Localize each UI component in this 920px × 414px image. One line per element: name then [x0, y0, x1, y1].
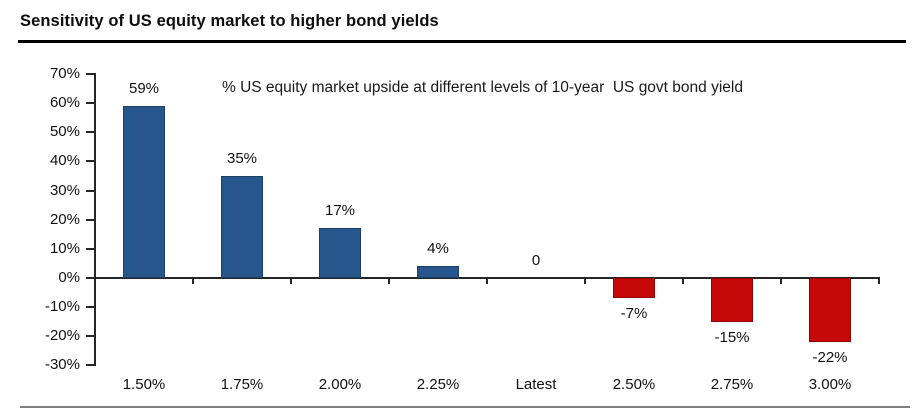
x-axis-tick — [780, 278, 782, 284]
x-axis-tick — [584, 278, 586, 284]
x-axis-tick — [388, 278, 390, 284]
x-axis-tick — [878, 278, 880, 284]
bar-2.00% — [319, 228, 361, 278]
y-axis-tick — [86, 102, 94, 105]
y-axis-line — [94, 73, 96, 366]
y-axis-tick — [86, 73, 94, 76]
bar-1.50% — [123, 106, 165, 278]
bar-value-label: 4% — [427, 240, 449, 258]
bottom-rule — [20, 406, 910, 408]
y-axis-tick-label: 60% — [49, 94, 80, 112]
bar-2.75% — [711, 278, 753, 322]
x-axis-category-label: 2.00% — [318, 376, 362, 393]
y-axis-tick-label: 40% — [49, 152, 80, 170]
y-axis-tick — [86, 277, 94, 279]
x-axis-category-label: 3.00% — [808, 376, 852, 393]
y-axis-tick — [86, 218, 94, 221]
y-axis-tick — [86, 364, 94, 367]
y-axis-tick-label: 10% — [49, 239, 80, 257]
bar-value-label: -7% — [620, 305, 648, 323]
x-axis-tick — [486, 278, 488, 284]
x-axis-tick — [682, 278, 684, 284]
bar-value-label: 35% — [226, 150, 258, 167]
y-axis-tick-label: 50% — [49, 123, 80, 141]
y-axis-tick-label: 30% — [49, 181, 80, 199]
bar-1.75% — [221, 176, 263, 278]
y-axis-tick-label: -30% — [44, 356, 80, 374]
bar-value-label: -15% — [714, 328, 750, 346]
x-axis-category-label: 1.50% — [122, 376, 166, 393]
y-axis-tick-label: -20% — [44, 327, 80, 345]
y-axis-tick-label: -10% — [44, 298, 80, 316]
y-axis-tick — [86, 306, 94, 309]
y-axis-tick — [86, 247, 94, 250]
y-axis-tick — [86, 131, 94, 134]
x-axis-category-label: Latest — [515, 376, 557, 393]
y-axis-tick — [86, 335, 94, 338]
x-axis-category-label: 2.50% — [612, 376, 656, 393]
bar-3.00% — [809, 278, 851, 343]
x-axis-category-label: 2.75% — [710, 376, 754, 393]
x-axis-tick — [94, 278, 96, 284]
chart-subtitle: % US equity market upside at different l… — [222, 79, 743, 96]
y-axis-tick-label: 0% — [58, 269, 80, 286]
x-axis-category-label: 2.25% — [416, 376, 460, 393]
chart-title: Sensitivity of US equity market to highe… — [20, 12, 439, 30]
bar-value-label: 0 — [531, 252, 541, 269]
bar-value-label: -22% — [812, 349, 848, 367]
x-axis-tick — [192, 278, 194, 284]
x-axis-tick — [290, 278, 292, 284]
title-underline — [18, 40, 906, 43]
bar-value-label: 17% — [324, 202, 356, 220]
bar-value-label: 59% — [128, 80, 160, 98]
y-axis-tick-label: 20% — [49, 210, 80, 228]
y-axis-tick — [86, 189, 94, 192]
y-axis-tick-label: 70% — [49, 65, 80, 83]
x-axis-category-label: 1.75% — [220, 376, 264, 393]
y-axis-tick — [86, 160, 94, 163]
bar-2.25% — [417, 266, 459, 278]
bar-2.50% — [613, 278, 655, 299]
